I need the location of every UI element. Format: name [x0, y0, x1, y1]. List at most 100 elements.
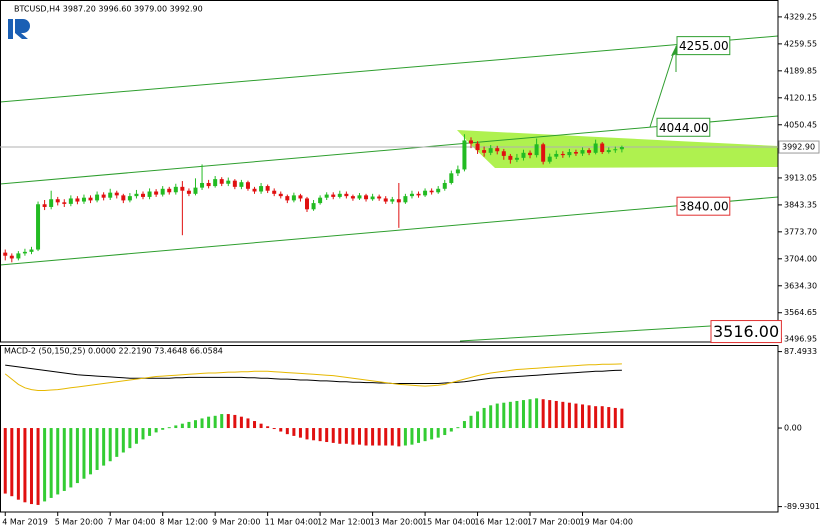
- candle-body: [147, 191, 152, 197]
- annotation-label: 3840.00: [679, 200, 729, 214]
- candle-body: [344, 193, 349, 197]
- candle-body: [75, 198, 80, 202]
- candle-body: [587, 150, 592, 153]
- annotation-box: [710, 320, 782, 344]
- macd-bar: [607, 407, 611, 429]
- candle-body: [619, 147, 624, 150]
- macd-bar: [56, 428, 60, 495]
- macd-bar: [10, 428, 14, 497]
- macd-bar: [193, 420, 197, 429]
- macd-bar: [502, 402, 506, 429]
- chart-title: BTCUSD,H4 3987.20 3996.60 3979.00 3992.9…: [14, 5, 203, 14]
- macd-bar: [239, 416, 243, 429]
- candle-body: [173, 186, 178, 193]
- macd-bar: [495, 403, 499, 429]
- y-tick-label: 4329.25: [784, 12, 817, 21]
- logo: [8, 19, 30, 39]
- macd-bar: [108, 428, 112, 462]
- candle-body: [200, 182, 205, 188]
- macd-bar: [115, 428, 119, 457]
- macd-bar: [397, 428, 401, 447]
- candle-body: [265, 186, 270, 191]
- macd-bar: [515, 400, 519, 429]
- candle-body: [232, 180, 237, 187]
- candle-body: [468, 140, 473, 144]
- macd-bar: [508, 401, 512, 429]
- macd-bar: [29, 428, 33, 505]
- candle-body: [3, 252, 8, 256]
- macd-bar: [298, 428, 302, 438]
- candle-body: [226, 180, 231, 184]
- y-tick-label: 3913.05: [784, 173, 817, 182]
- candle-body: [580, 150, 585, 154]
- candle-body: [429, 190, 434, 193]
- candle-body: [291, 195, 296, 201]
- candle-body: [285, 196, 290, 201]
- macd-bar: [456, 427, 460, 429]
- macd-bar: [167, 427, 171, 429]
- macd-bar: [390, 428, 394, 446]
- candle-body: [160, 188, 165, 195]
- candle-body: [390, 199, 395, 202]
- candle-body: [88, 197, 93, 201]
- x-tick-label: 8 Mar 12:00: [160, 518, 208, 527]
- logo-bar: [8, 19, 13, 39]
- macd-bar: [43, 428, 47, 502]
- pennant-shape: [457, 130, 778, 168]
- macd-bar: [476, 411, 480, 429]
- macd-bar: [259, 423, 263, 429]
- candle-body: [488, 148, 493, 153]
- candle-body: [337, 193, 342, 197]
- macd-bar: [141, 428, 145, 440]
- macd-bar: [174, 425, 178, 429]
- annotation-box: [676, 196, 731, 216]
- arrow: [649, 51, 675, 128]
- candle-body: [573, 152, 578, 154]
- macd-bar: [417, 428, 421, 443]
- candle-body: [114, 192, 119, 196]
- x-tick-label: 16 Mar 12:00: [475, 518, 528, 527]
- y-tick-label: 87.4933: [784, 347, 817, 356]
- macd-bar: [23, 428, 27, 503]
- y-tick-label: 3843.35: [784, 200, 817, 209]
- candle-body: [324, 194, 329, 198]
- candle-body: [252, 188, 257, 192]
- macd-bar: [49, 428, 53, 498]
- annotation-label: 4255.00: [679, 39, 729, 53]
- macd-line: [4, 363, 622, 391]
- candle-body: [495, 148, 500, 152]
- macd-bar: [351, 428, 355, 445]
- macd-bar: [469, 415, 473, 429]
- candle-body: [9, 255, 14, 259]
- macd-bar: [69, 428, 73, 488]
- macd-bar: [272, 428, 276, 430]
- candle-body: [567, 152, 572, 156]
- candle-body: [141, 193, 146, 197]
- candle-body: [278, 193, 283, 197]
- macd-bar: [535, 398, 539, 429]
- x-tick-label: 7 Mar 04:00: [107, 518, 155, 527]
- macd-bar: [36, 428, 40, 505]
- candle-body: [68, 198, 73, 204]
- macd-bar: [384, 428, 388, 446]
- macd-bar: [220, 414, 224, 429]
- candle-body: [600, 143, 605, 153]
- macd-bar: [128, 428, 132, 449]
- x-tick-label: 9 Mar 20:00: [212, 518, 260, 527]
- candle-body: [318, 197, 323, 204]
- macd-bar: [154, 428, 158, 433]
- candle-body: [416, 193, 421, 196]
- x-tick-label: 19 Mar 04:00: [580, 518, 633, 527]
- candle-body: [16, 253, 21, 259]
- y-tick-label: -89.9301: [784, 502, 820, 511]
- candle-body: [436, 188, 441, 193]
- candle-body: [108, 192, 113, 198]
- macd-bar: [102, 428, 106, 466]
- macd-bar: [561, 401, 565, 429]
- annotation-label: 3516.00: [713, 322, 779, 341]
- macd-bar: [292, 428, 296, 436]
- candle-body: [350, 196, 355, 199]
- macd-bar: [436, 428, 440, 438]
- candle-body: [49, 199, 54, 207]
